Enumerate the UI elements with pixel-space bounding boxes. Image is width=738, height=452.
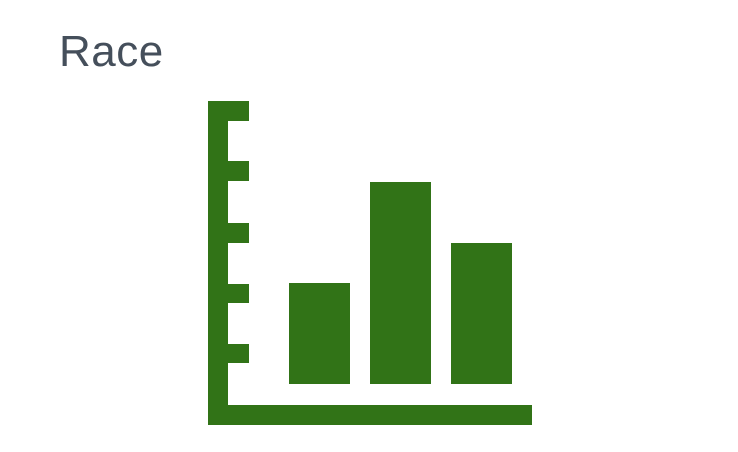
icon-tick (228, 161, 249, 181)
icon-tick (228, 223, 249, 243)
icon-tick (228, 284, 249, 303)
icon-tick (228, 344, 249, 363)
card-title: Race (59, 27, 164, 76)
icon-x-axis (208, 405, 532, 425)
icon-y-axis (208, 101, 228, 425)
icon-bar (289, 283, 350, 384)
icon-bar (370, 182, 431, 384)
icon-bar (451, 243, 512, 384)
icon-tick (228, 101, 249, 121)
